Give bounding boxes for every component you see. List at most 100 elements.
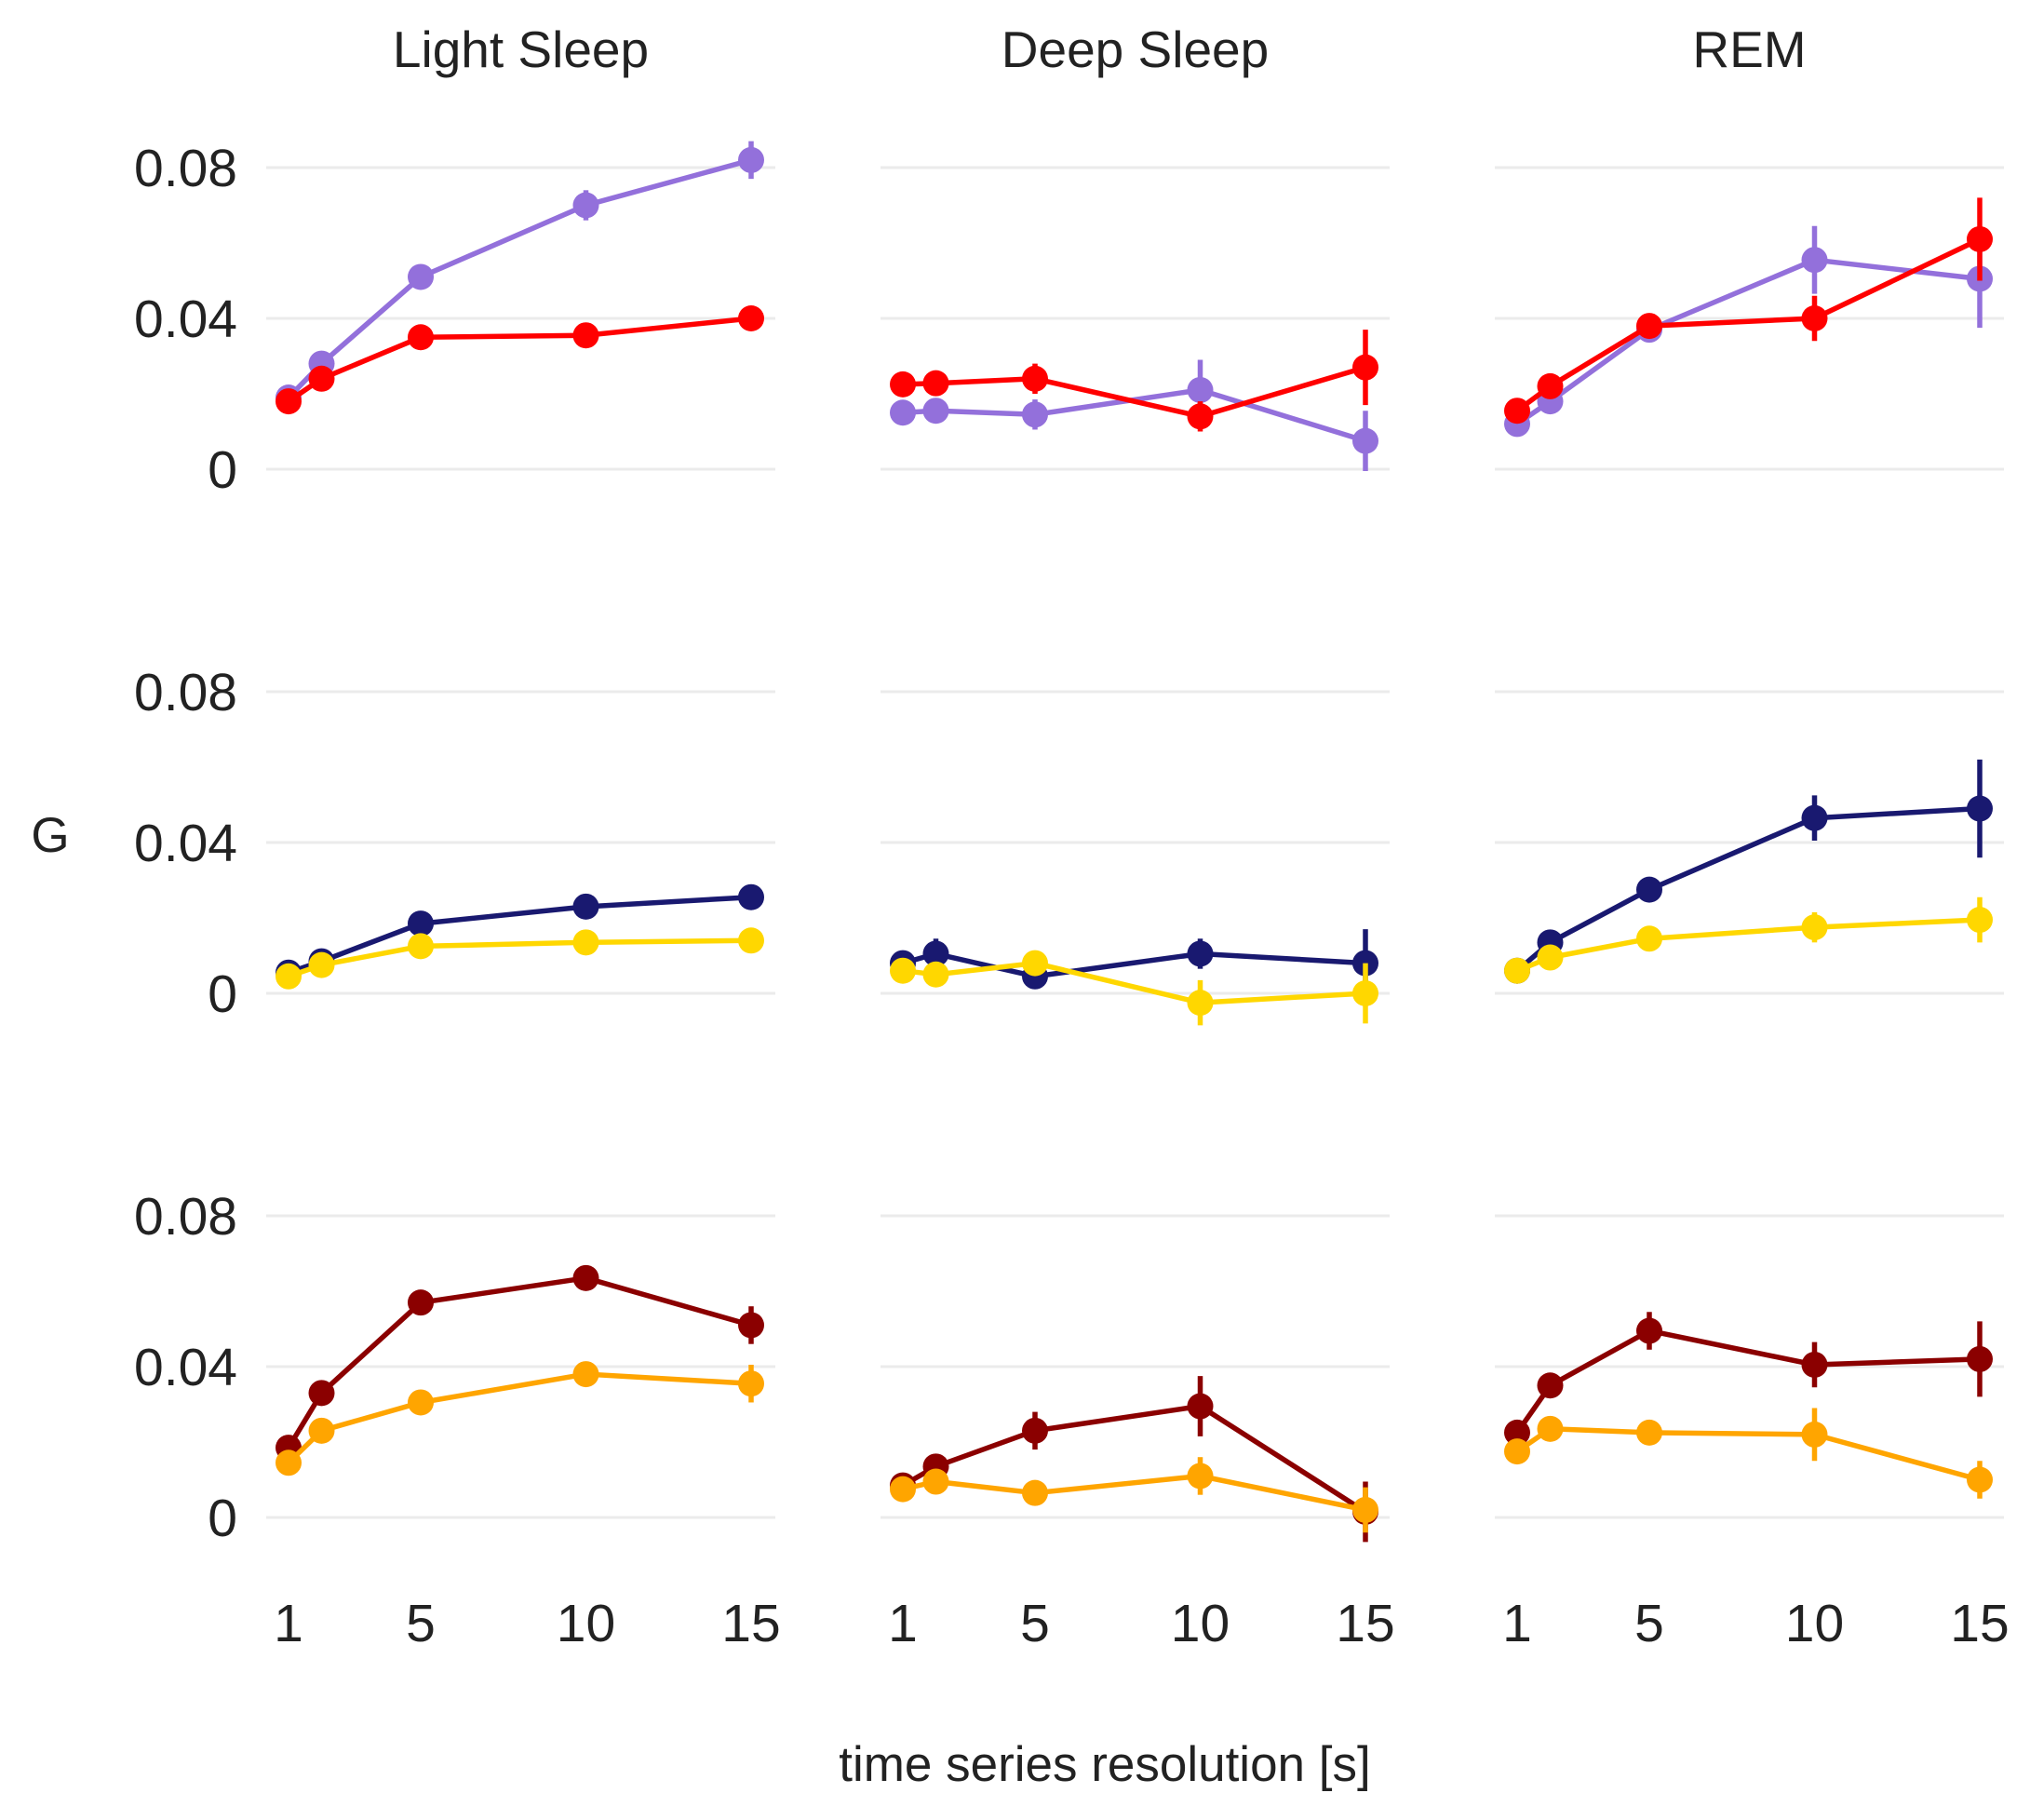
x-tick-label: 15 xyxy=(1336,1594,1394,1653)
data-point xyxy=(1537,1372,1564,1399)
y-tick-label: 0 xyxy=(208,1489,237,1548)
x-axis-label: time series resolution [s] xyxy=(839,1737,1370,1792)
data-point xyxy=(922,398,949,425)
data-point xyxy=(1022,1417,1048,1444)
facet-strip-labels: Light Sleep Deep Sleep REM xyxy=(393,20,1807,78)
data-point xyxy=(1022,1479,1048,1506)
data-point xyxy=(572,322,599,349)
series-line xyxy=(287,1371,752,1465)
data-point xyxy=(1187,376,1214,403)
data-point xyxy=(308,1417,335,1444)
data-point xyxy=(1504,957,1530,984)
data-point xyxy=(408,1289,434,1316)
series-line xyxy=(902,950,1366,979)
data-point xyxy=(1504,1419,1530,1446)
data-point xyxy=(408,1389,434,1416)
data-point xyxy=(922,961,949,988)
data-point xyxy=(1801,247,1828,274)
data-point xyxy=(1636,1317,1662,1344)
x-tick-label: 15 xyxy=(721,1594,780,1653)
data-point xyxy=(276,388,302,415)
series-line xyxy=(902,1473,1366,1513)
data-point xyxy=(1636,876,1662,903)
series-line xyxy=(1515,917,1981,974)
data-point xyxy=(1801,1351,1828,1378)
data-point xyxy=(1022,365,1048,392)
data-point xyxy=(1504,1438,1530,1465)
data-point xyxy=(890,371,916,398)
data-point xyxy=(1352,354,1378,381)
data-point xyxy=(1801,1421,1828,1448)
data-point xyxy=(1022,401,1048,428)
y-axis-label: G xyxy=(31,808,69,863)
data-point xyxy=(1187,940,1214,967)
x-tick-label: 1 xyxy=(888,1594,918,1653)
facet-label: Deep Sleep xyxy=(1002,20,1269,78)
data-point xyxy=(1187,403,1214,430)
gridlines xyxy=(266,166,2004,1519)
chart-marks xyxy=(276,141,1993,1543)
data-point xyxy=(890,399,916,426)
x-tick-label: 15 xyxy=(1950,1594,2009,1653)
data-point xyxy=(308,951,335,978)
data-point xyxy=(922,940,949,967)
data-point xyxy=(1352,1496,1378,1523)
data-point xyxy=(1187,990,1214,1017)
data-point xyxy=(1967,225,1993,252)
data-point xyxy=(1352,427,1378,454)
data-point xyxy=(1801,305,1828,331)
series-line xyxy=(1515,805,1981,973)
data-point xyxy=(572,893,599,920)
data-point xyxy=(408,910,434,937)
data-point xyxy=(1967,1466,1993,1493)
y-tick-label: 0.04 xyxy=(134,290,237,349)
x-tick-label: 5 xyxy=(1634,1594,1664,1653)
series-line xyxy=(288,894,752,976)
data-point xyxy=(1636,1419,1662,1446)
data-point xyxy=(1967,1345,1993,1372)
y-tick-label: 0.04 xyxy=(134,814,237,873)
data-point xyxy=(572,929,599,956)
y-tick-label: 0 xyxy=(208,440,237,500)
data-point xyxy=(1636,925,1662,952)
data-point xyxy=(1801,804,1828,831)
series-line xyxy=(1515,1426,1981,1483)
data-point xyxy=(572,192,599,219)
data-point xyxy=(308,365,335,392)
data-point xyxy=(408,933,434,960)
series-line xyxy=(1514,1328,1981,1435)
data-point xyxy=(572,1361,599,1388)
data-point xyxy=(738,305,764,331)
x-tick-label: 1 xyxy=(274,1594,303,1653)
data-point xyxy=(1636,313,1662,340)
x-tick-label: 5 xyxy=(406,1594,436,1653)
y-axis-tick-labels: 0 0.04 0.08 0 0.04 0.08 0 0.04 0.08 xyxy=(134,139,237,1548)
y-tick-label: 0.08 xyxy=(134,663,237,722)
data-point xyxy=(922,1468,949,1495)
data-point xyxy=(1504,398,1530,425)
data-point xyxy=(308,1380,335,1407)
series-line xyxy=(902,387,1366,444)
x-axis-tick-labels: 1 5 10 15 1 5 10 15 1 5 10 15 xyxy=(274,1594,2010,1653)
data-point xyxy=(1537,944,1564,971)
data-point xyxy=(1187,1393,1214,1420)
data-point xyxy=(738,146,764,173)
series-line xyxy=(902,364,1366,420)
facet-label: Light Sleep xyxy=(393,20,649,78)
data-point xyxy=(276,963,302,990)
x-tick-label: 5 xyxy=(1020,1594,1050,1653)
data-point xyxy=(1967,907,1993,934)
data-point xyxy=(276,1449,302,1476)
data-point xyxy=(738,1370,764,1397)
x-tick-label: 10 xyxy=(1171,1594,1230,1653)
series-line xyxy=(902,960,1366,1005)
y-tick-label: 0 xyxy=(208,964,237,1024)
y-tick-label: 0.08 xyxy=(134,139,237,198)
data-point xyxy=(1801,914,1828,941)
y-tick-label: 0.08 xyxy=(134,1187,237,1247)
data-point xyxy=(890,1476,916,1503)
data-point xyxy=(1187,1463,1214,1490)
facet-label: REM xyxy=(1692,20,1806,78)
data-point xyxy=(1022,950,1048,977)
